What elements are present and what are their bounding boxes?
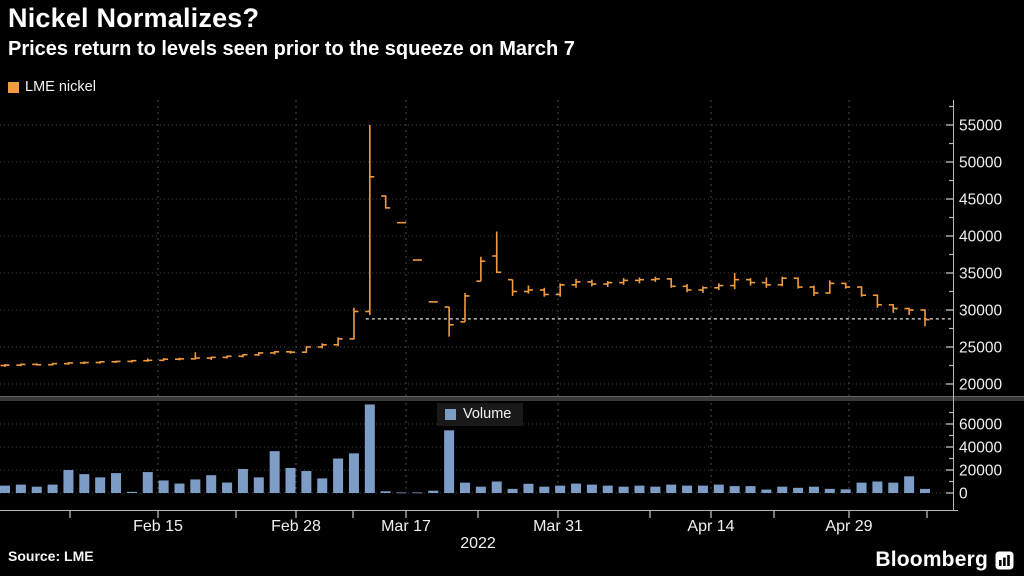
svg-text:Mar 31: Mar 31 xyxy=(533,518,583,535)
svg-text:Apr 14: Apr 14 xyxy=(687,518,734,535)
svg-text:0: 0 xyxy=(959,486,968,503)
svg-text:Mar 17: Mar 17 xyxy=(381,518,431,535)
chart-subtitle: Prices return to levels seen prior to th… xyxy=(8,38,575,60)
volume-legend-label: Volume xyxy=(463,406,512,422)
svg-text:Feb 15: Feb 15 xyxy=(133,518,183,535)
price-legend: LME nickel xyxy=(8,79,96,95)
panel-separator xyxy=(0,396,1024,401)
svg-text:20000: 20000 xyxy=(959,463,1002,480)
svg-text:20000: 20000 xyxy=(959,377,1002,394)
volume-legend-swatch-icon xyxy=(445,408,456,420)
svg-text:35000: 35000 xyxy=(959,266,1002,283)
svg-text:25000: 25000 xyxy=(959,340,1002,357)
date-axis-labels: Feb 15 Feb 28 Mar 17 Mar 31 Apr 14 Apr 29 2022 xyxy=(69,511,928,552)
price-legend-swatch-icon xyxy=(8,81,19,93)
bloomberg-logo: Bloomberg xyxy=(875,548,1014,572)
svg-text:40000: 40000 xyxy=(959,229,1002,246)
date-gridlines xyxy=(157,100,850,493)
price-axis-labels: 20000 25000 30000 35000 40000 45000 50000 55000 xyxy=(946,105,1002,394)
svg-text:45000: 45000 xyxy=(959,192,1002,209)
axes xyxy=(0,100,958,512)
chart-title: Nickel Normalizes? xyxy=(8,3,260,33)
gridlines xyxy=(0,124,953,494)
price-ohlc-series xyxy=(0,125,930,367)
volume-axis-labels: 0 20000 40000 60000 xyxy=(946,411,1002,503)
volume-legend: Volume xyxy=(437,403,524,426)
svg-text:Feb 28: Feb 28 xyxy=(271,518,321,535)
svg-text:Apr 29: Apr 29 xyxy=(825,518,872,535)
bloomberg-wordmark: Bloomberg xyxy=(875,548,988,571)
svg-text:30000: 30000 xyxy=(959,303,1002,320)
svg-text:60000: 60000 xyxy=(959,417,1002,434)
price-legend-label: LME nickel xyxy=(25,79,96,95)
svg-text:50000: 50000 xyxy=(959,155,1002,172)
volume-bars xyxy=(0,404,930,494)
svg-text:55000: 55000 xyxy=(959,118,1002,135)
svg-text:40000: 40000 xyxy=(959,440,1002,457)
year-label: 2022 xyxy=(460,535,496,552)
source-note: Source: LME xyxy=(8,548,94,564)
bloomberg-terminal-icon xyxy=(995,551,1014,569)
